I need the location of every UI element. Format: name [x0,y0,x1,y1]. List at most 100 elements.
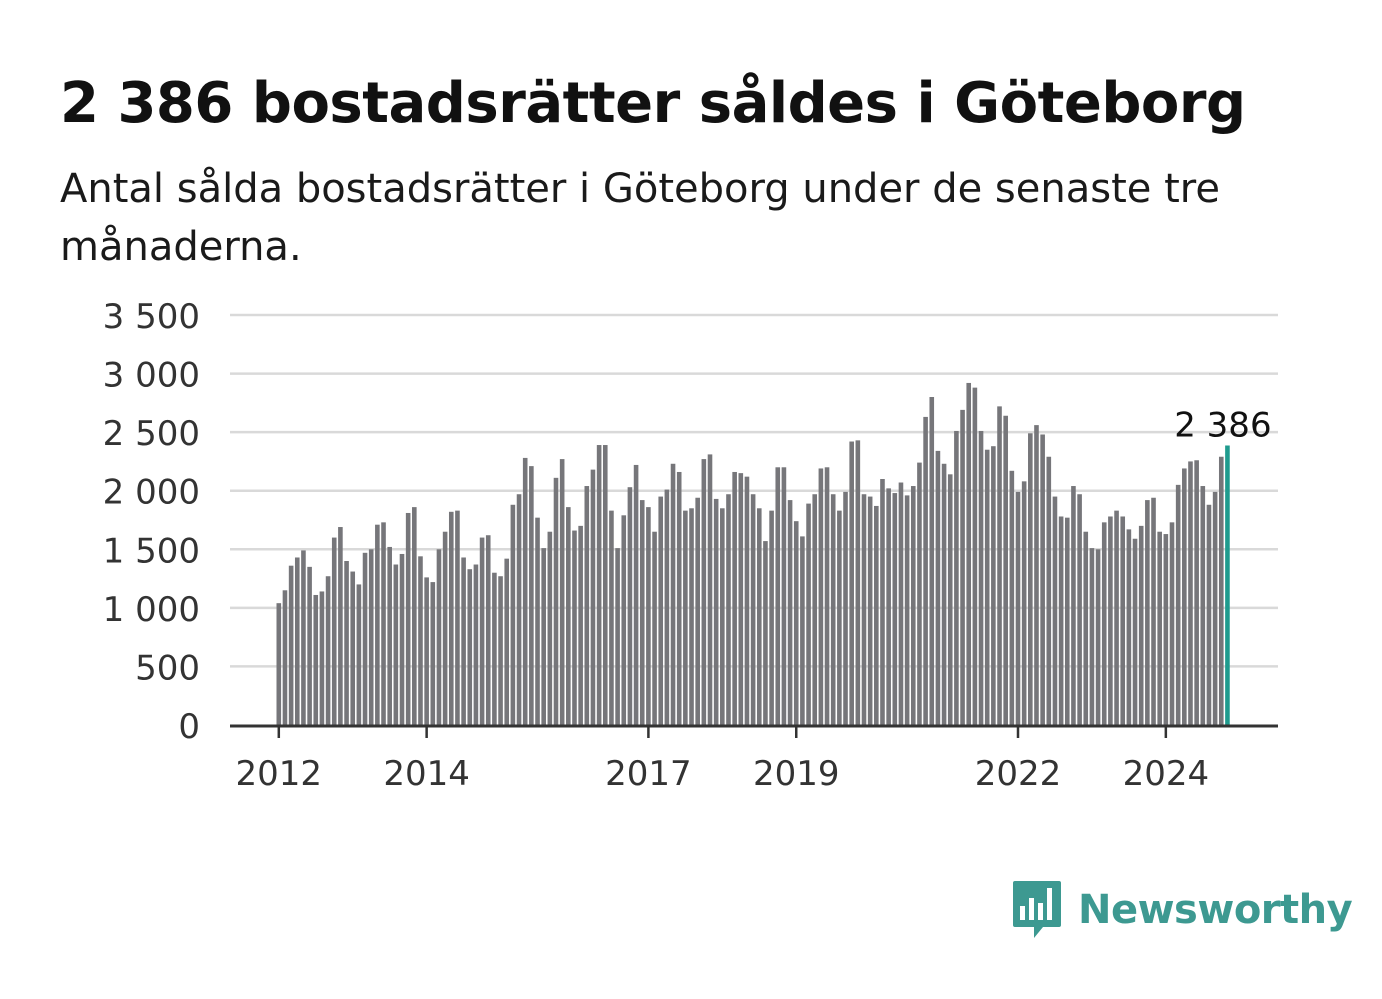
bar [541,548,546,725]
bar [683,510,688,725]
bar [713,498,719,725]
bar [387,546,392,725]
bar [276,603,282,725]
bar [572,530,577,725]
bar [1206,504,1212,725]
bar [307,566,312,725]
bar [331,537,337,725]
bar [658,496,664,725]
bar [923,416,928,725]
bar [1052,496,1058,725]
bar [412,507,417,725]
bar [553,477,559,725]
bar [744,476,750,725]
x-tick-label: 2022 [975,754,1062,794]
last-value-label: 2 386 [1174,406,1271,446]
bar [1021,481,1027,725]
bar [381,522,386,725]
bar [1120,516,1126,725]
bar [880,479,885,725]
bar [350,571,356,725]
bar [504,558,510,725]
bar [602,445,608,725]
x-tick-label: 2012 [236,754,323,794]
bar [393,564,399,725]
bar [368,549,374,725]
bar [609,510,614,725]
bar [898,482,904,725]
bar [399,553,405,725]
bar [750,494,756,725]
bar [707,454,713,725]
bar [325,576,331,725]
bar [732,471,737,725]
bar [498,576,503,725]
bar [510,504,516,725]
bar [775,467,781,725]
bar [1188,461,1193,725]
bar [929,397,935,725]
bar [1009,470,1015,725]
bar [701,459,707,725]
y-tick-label: 2 500 [103,414,200,454]
bar [1212,491,1218,725]
bar [1083,531,1089,725]
bar [947,474,953,725]
x-tick-label: 2019 [753,754,840,794]
bar-chart-badge-icon [1013,881,1061,938]
bar [596,445,602,725]
bar [1132,538,1138,725]
bar [418,556,423,725]
y-tick-label: 1 000 [103,590,200,630]
bar [590,469,596,725]
bar [1145,500,1150,725]
bar [867,496,873,725]
bar [455,510,460,725]
bar [424,577,429,725]
bar [1169,522,1175,725]
bar [362,552,368,725]
bar [966,382,972,725]
bar [793,521,799,725]
bar [984,449,990,725]
x-tick-label: 2014 [383,754,470,794]
bar [375,524,380,725]
bar [467,569,473,725]
bar [301,550,306,725]
bar [1151,497,1156,725]
bar [726,494,731,725]
bar [652,531,657,725]
bar [954,430,959,725]
bar [1182,468,1187,725]
bar [1040,434,1045,725]
bar [430,582,436,725]
bar [522,457,528,725]
bar [830,494,836,725]
bar [1108,516,1113,725]
bar [812,494,818,725]
bar [639,500,645,725]
y-axis-labels: 0 500 1 000 1 500 2 000 2 500 3 000 3 500 [103,297,200,747]
bar [473,564,479,725]
x-axis-labels: 2012 2014 2017 2019 2022 2024 [236,726,1209,794]
brand-logo: Newsworthy [1010,878,1353,942]
bar [1028,433,1033,725]
bar [910,486,916,725]
bar [627,487,633,725]
bar [584,486,590,725]
bar [615,548,620,725]
bar [874,505,879,725]
bar [547,531,553,725]
bar [1194,460,1199,725]
bar [1064,517,1070,725]
bar [485,535,491,725]
page-subtitle: Antal sålda bostadsrätter i Göteborg und… [60,166,1220,270]
bar [806,503,811,725]
y-tick-label: 2 000 [103,473,200,513]
bar [997,406,1002,725]
bar [621,515,627,725]
bar [720,508,725,725]
bar [436,549,442,725]
annotations: 2 386 [1174,406,1271,446]
bar [1077,494,1082,725]
